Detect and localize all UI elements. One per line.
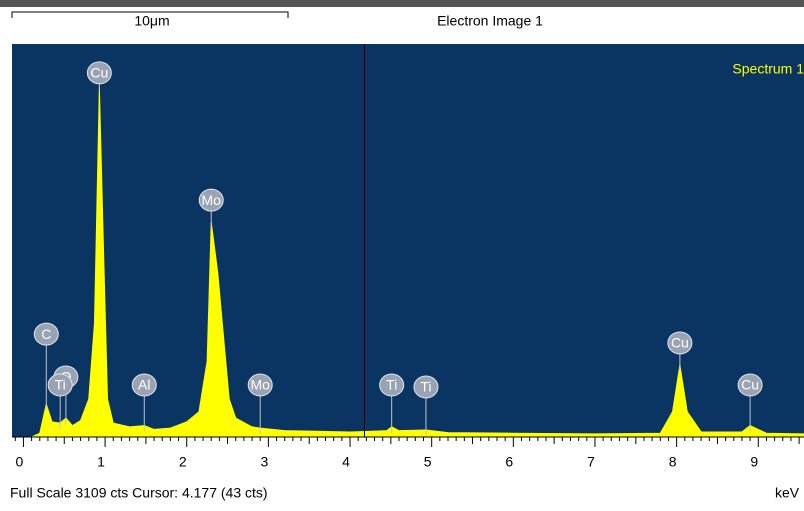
peak-label: C: [41, 326, 51, 342]
image-caption: Electron Image 1: [437, 13, 543, 29]
peak-label: Ti: [420, 379, 431, 395]
peak-label: Mo: [250, 377, 270, 393]
peak-label: Ti: [55, 377, 66, 393]
x-axis-label: keV: [775, 485, 800, 501]
x-tick-label: 3: [260, 454, 268, 470]
x-tick-label: 0: [16, 454, 24, 470]
peak-label: Mo: [201, 192, 221, 208]
x-tick-label: 7: [587, 454, 595, 470]
peak-label: Cu: [90, 65, 108, 81]
x-tick-label: 6: [505, 454, 513, 470]
scale-label: 10μm: [134, 13, 169, 29]
status: Full Scale 3109 cts Cursor: 4.177 (43 ct…: [10, 485, 268, 501]
chart: 10μm Electron Image 1 COTiCuAlMoMoTiTiCu…: [0, 0, 804, 506]
x-tick-label: 8: [669, 454, 677, 470]
plot-background: [12, 44, 804, 437]
peak-label: Al: [138, 377, 150, 393]
x-tick-label: 4: [342, 454, 350, 470]
image-strip: [0, 0, 804, 7]
peak-label: Cu: [671, 335, 689, 351]
x-tick-label: 5: [424, 454, 432, 470]
x-tick-label: 9: [750, 454, 758, 470]
x-tick-label: 2: [179, 454, 187, 470]
peak-label: Ti: [386, 377, 397, 393]
x-tick-label: 1: [97, 454, 105, 470]
spectrum-title: Spectrum 1: [732, 61, 804, 77]
peak-label: Cu: [741, 377, 759, 393]
